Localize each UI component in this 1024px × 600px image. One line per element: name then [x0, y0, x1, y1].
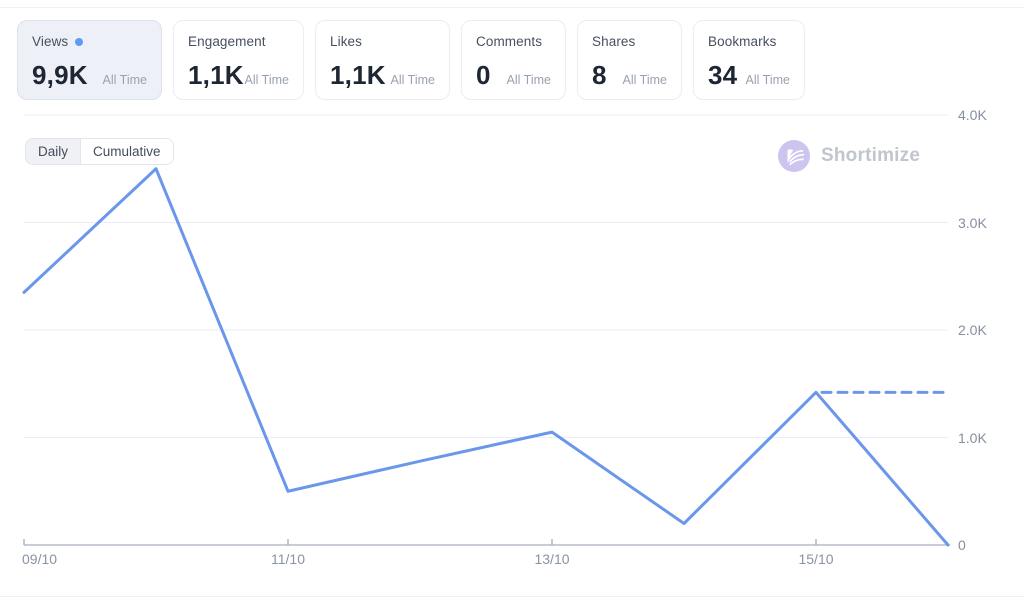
y-tick-label: 1.0K	[958, 429, 987, 446]
metric-value: 8	[592, 60, 607, 90]
toggle-daily-button[interactable]: Daily	[26, 139, 82, 164]
metric-cards-row: Views 9,9K All Time Engagement 1,1K All …	[17, 20, 805, 100]
metric-label: Likes	[330, 34, 363, 49]
toggle-cumulative-button[interactable]: Cumulative	[81, 139, 173, 164]
y-tick-label: 3.0K	[958, 214, 987, 231]
metric-period: All Time	[745, 72, 790, 87]
metric-card-bookmarks[interactable]: Bookmarks 34 All Time	[693, 20, 805, 100]
metric-card-views[interactable]: Views 9,9K All Time	[17, 20, 162, 100]
metric-label: Views	[32, 34, 69, 49]
metric-card-engagement[interactable]: Engagement 1,1K All Time	[173, 20, 304, 100]
top-divider	[0, 7, 1024, 8]
y-tick-label: 4.0K	[958, 107, 987, 123]
bottom-divider	[0, 596, 1024, 597]
shortimize-watermark: Shortimize	[778, 140, 920, 172]
x-tick-label: 09/10	[22, 551, 58, 567]
active-metric-dot-icon	[75, 37, 84, 46]
metric-card-shares[interactable]: Shares 8 All Time	[577, 20, 682, 100]
metric-label: Comments	[476, 34, 543, 49]
y-tick-label: 0	[958, 537, 966, 553]
x-tick-label: 13/10	[534, 551, 570, 567]
metric-period: All Time	[102, 72, 147, 87]
metric-label: Engagement	[188, 34, 266, 49]
metric-value: 9,9K	[32, 60, 88, 90]
metric-value: 34	[708, 60, 738, 90]
metric-card-comments[interactable]: Comments 0 All Time	[461, 20, 566, 100]
x-tick-label: 11/10	[271, 551, 305, 567]
metric-period: All Time	[622, 72, 667, 87]
metric-period: All Time	[506, 72, 551, 87]
metric-label: Shares	[592, 34, 636, 49]
shortimize-logo-icon	[778, 140, 810, 172]
metric-card-likes[interactable]: Likes 1,1K All Time	[315, 20, 450, 100]
watermark-label: Shortimize	[821, 145, 921, 166]
chart-mode-toggle: Daily Cumulative	[25, 138, 174, 165]
metric-value: 1,1K	[330, 60, 386, 90]
metric-period: All Time	[390, 72, 435, 87]
metric-label: Bookmarks	[708, 34, 777, 49]
x-tick-label: 15/10	[798, 551, 834, 567]
y-tick-label: 2.0K	[958, 322, 987, 338]
metric-period: All Time	[244, 72, 289, 87]
metric-value: 0	[476, 60, 491, 90]
metric-value: 1,1K	[188, 60, 244, 90]
